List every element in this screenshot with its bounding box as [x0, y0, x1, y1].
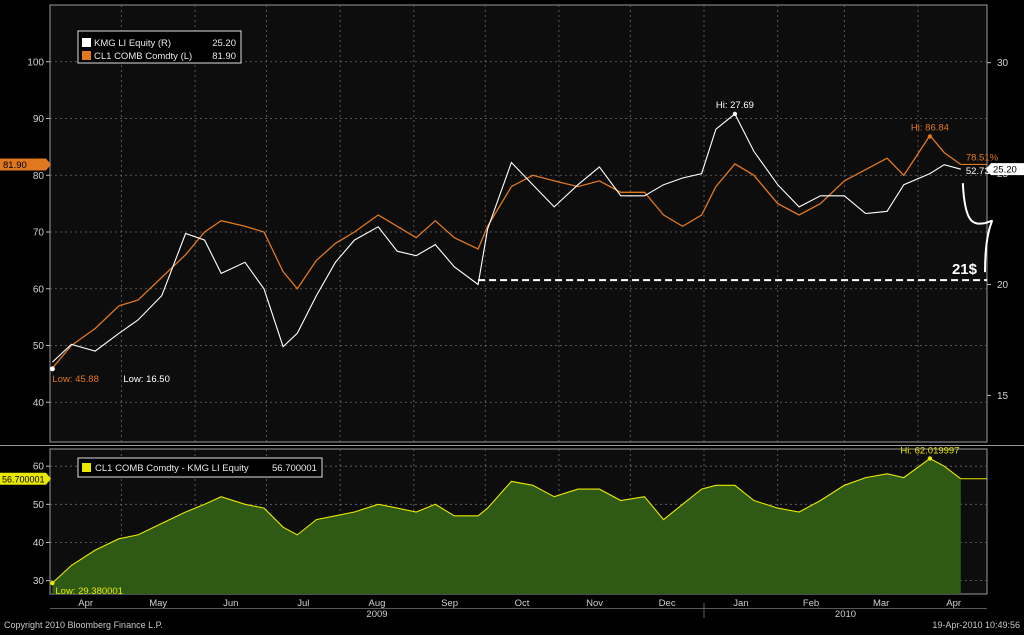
y-right-tick-label: 15	[997, 391, 1009, 402]
y-left-tick-label: 40	[33, 538, 45, 549]
y-left-tick-label: 50	[33, 341, 45, 352]
y-right-tick-label: 20	[997, 280, 1009, 291]
legend-box	[77, 30, 242, 64]
x-month-label: Jul	[297, 598, 309, 609]
cl1-line	[51, 134, 962, 369]
spread-line	[52, 457, 962, 584]
spread-legend-swatch	[82, 463, 91, 472]
copyright-text: Copyright 2010 Bloomberg Finance L.P.	[4, 620, 163, 630]
x-month-label: Jan	[733, 598, 748, 609]
cl1-last-value-tag-text: 81.90	[3, 160, 27, 171]
cl1-low-label: Low: 45.88	[52, 374, 98, 385]
x-month-label: Oct	[515, 598, 530, 609]
x-month-label: Apr	[946, 598, 961, 609]
x-month-label: Jun	[223, 598, 238, 609]
spread-low-marker	[50, 580, 55, 586]
y-left-tick-label: 80	[33, 171, 45, 182]
x-month-label: Mar	[873, 598, 889, 609]
kmg-high-marker	[732, 111, 738, 117]
x-year-label: 2009	[366, 609, 387, 620]
spread-last-value-tag-text: 56.700001	[2, 474, 45, 484]
spread-legend-last-value: 56.700001	[272, 463, 317, 474]
kmg-line	[52, 113, 961, 363]
kmg-last-value-tag-text: 25.20	[993, 165, 1017, 176]
cl1-change-pct: 78.51%	[966, 152, 999, 163]
kmg-last-value-tag	[986, 163, 1024, 176]
timestamp-text: 19-Apr-2010 10:49:56	[932, 620, 1020, 630]
spread-area	[52, 458, 961, 594]
y-left-tick-label: 30	[33, 576, 45, 587]
legend-last-value: 25.20	[212, 38, 236, 49]
target-level-label: 21$	[952, 261, 978, 278]
cl1-last-value-tag	[0, 158, 51, 171]
y-left-tick-label: 50	[33, 500, 45, 511]
x-month-label: Dec	[659, 598, 676, 609]
kmg-change-pct: 52.73%	[966, 166, 999, 177]
cl1-high-label: Hi: 86.84	[911, 122, 949, 133]
x-month-label: May	[149, 598, 167, 609]
y-right-tick-label: 30	[997, 58, 1009, 69]
hand-drawn-arrow	[961, 183, 993, 273]
legend-series-name: CL1 COMB Comdty (L)	[94, 51, 192, 62]
cl1-high-marker	[927, 134, 933, 139]
kmg-low-label: Low: 16.50	[123, 374, 169, 385]
legend-series-name: KMG LI Equity (R)	[94, 38, 171, 49]
x-month-label: Nov	[586, 598, 603, 609]
top-plot-area	[49, 4, 988, 443]
y-left-tick-label: 90	[33, 114, 45, 125]
y-left-tick-label: 40	[33, 398, 45, 409]
x-month-label: Sep	[441, 598, 458, 609]
low-marker	[49, 366, 55, 372]
spread-low-label: Low: 29.380001	[55, 586, 123, 597]
legend-last-value: 81.90	[212, 51, 236, 62]
spread-last-value-tag	[0, 472, 51, 485]
spread-high-marker	[927, 456, 933, 461]
spread-legend-name: CL1 COMB Comdty - KMG LI Equity	[95, 463, 249, 474]
y-left-tick-label: 100	[27, 57, 44, 68]
y-left-tick-label: 70	[33, 228, 45, 239]
y-left-tick-label: 60	[33, 284, 45, 295]
spread-high-label: Hi: 62.019997	[900, 445, 959, 456]
x-year-label: 2010	[835, 609, 856, 620]
x-month-label: Apr	[78, 598, 93, 609]
x-month-label: Aug	[369, 598, 386, 609]
y-left-tick-label: 60	[33, 462, 45, 473]
x-month-label: Feb	[803, 598, 819, 609]
spread-legend-box	[77, 457, 323, 478]
legend-swatch	[82, 38, 91, 47]
legend-swatch	[82, 51, 91, 60]
kmg-high-label: Hi: 27.69	[716, 100, 754, 111]
